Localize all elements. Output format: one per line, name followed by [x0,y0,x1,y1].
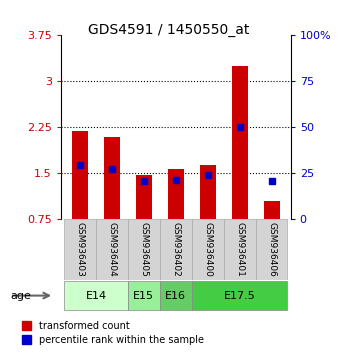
Bar [104,137,120,219]
Text: GSM936402: GSM936402 [171,222,180,277]
FancyBboxPatch shape [224,219,256,280]
Text: E14: E14 [86,291,106,301]
FancyBboxPatch shape [128,219,160,280]
FancyBboxPatch shape [256,219,288,280]
Text: GSM936401: GSM936401 [235,222,244,278]
FancyBboxPatch shape [64,281,128,310]
FancyBboxPatch shape [64,219,96,280]
Bar [168,169,184,219]
Bar [232,66,247,219]
Text: GSM936403: GSM936403 [75,222,84,278]
Bar [264,201,280,219]
Text: E15: E15 [133,291,154,301]
Text: E17.5: E17.5 [224,291,256,301]
Text: GSM936405: GSM936405 [139,222,148,278]
Legend: transformed count, percentile rank within the sample: transformed count, percentile rank withi… [22,321,204,345]
Text: GSM936404: GSM936404 [107,222,116,277]
Bar [72,131,88,219]
FancyBboxPatch shape [128,281,160,310]
Text: GSM936400: GSM936400 [203,222,212,278]
FancyBboxPatch shape [192,281,288,310]
Text: GSM936406: GSM936406 [267,222,276,278]
Text: age: age [10,291,31,301]
FancyBboxPatch shape [192,219,224,280]
FancyBboxPatch shape [96,219,128,280]
FancyBboxPatch shape [160,281,192,310]
Text: GDS4591 / 1450550_at: GDS4591 / 1450550_at [88,23,250,37]
Text: E16: E16 [165,291,186,301]
Bar [200,165,216,219]
Bar [136,175,152,219]
FancyBboxPatch shape [160,219,192,280]
